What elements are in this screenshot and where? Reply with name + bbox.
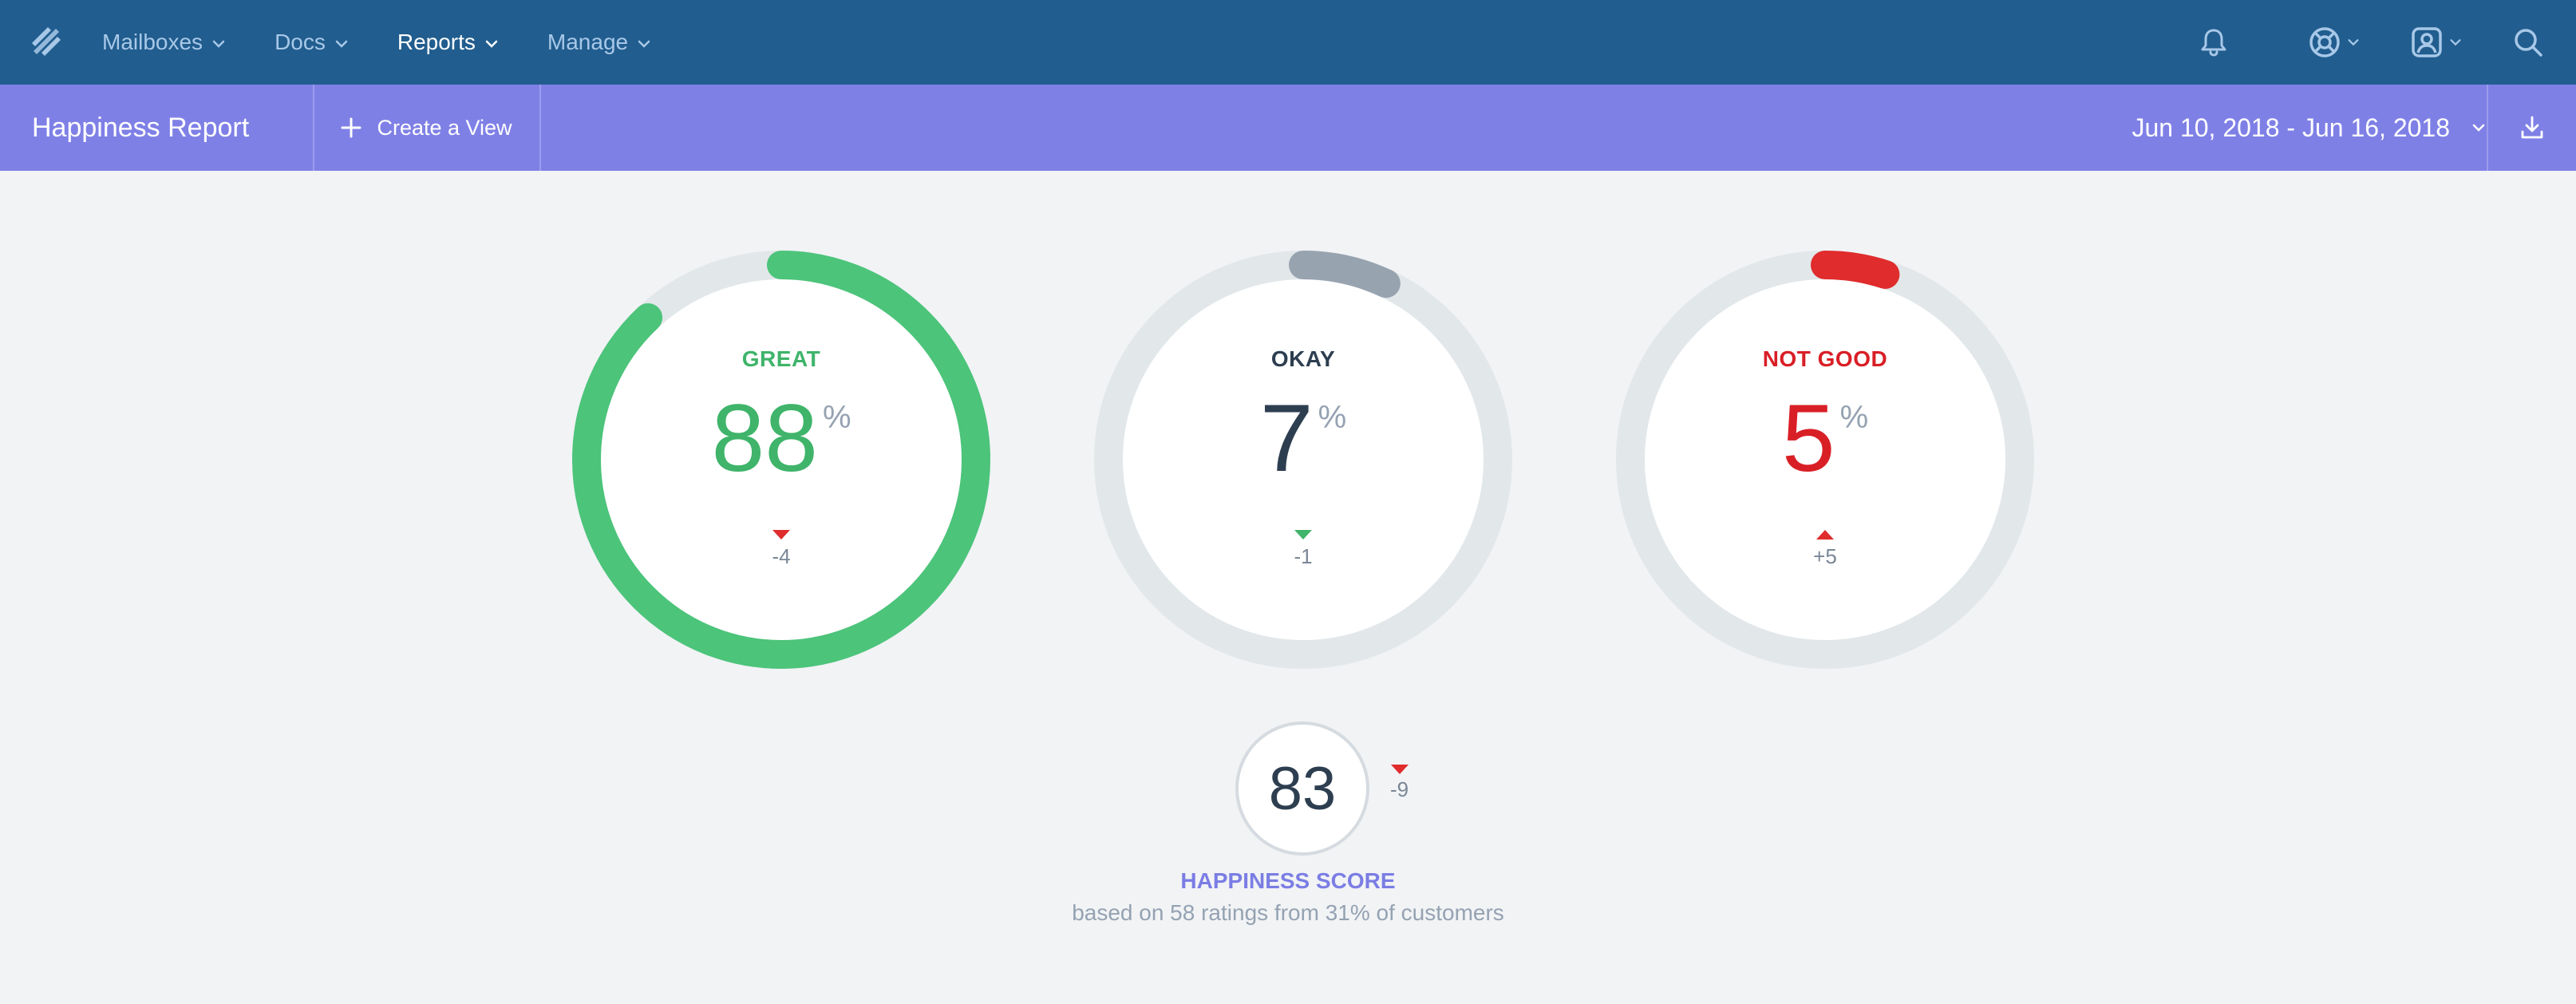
trend-down-triangle-icon xyxy=(1294,530,1312,540)
trend-up-triangle-icon xyxy=(1816,530,1834,540)
ring-progress xyxy=(1616,251,2034,669)
nav-right-actions xyxy=(2198,0,2544,85)
chevron-down-icon xyxy=(2472,124,2485,132)
rating-change: -1 xyxy=(1094,530,1512,569)
user-account-icon xyxy=(2412,27,2442,57)
happiness-score-subtitle: based on 58 ratings from 31% of customer… xyxy=(1072,900,1504,925)
chevron-down-icon xyxy=(2348,39,2359,46)
create-view-label: Create a View xyxy=(377,115,512,140)
help-lifebuoy-icon xyxy=(2309,27,2340,57)
happiness-score-badge: 83 xyxy=(1235,721,1369,856)
rating-change-value: +5 xyxy=(1813,544,1837,568)
rating-change: -4 xyxy=(572,530,990,569)
percent-sign: % xyxy=(1839,400,1869,435)
rating-change-value: -4 xyxy=(772,544,791,568)
help-menu-button[interactable] xyxy=(2308,26,2361,59)
happiness-score-value: 83 xyxy=(1268,754,1337,823)
nav-reports-label: Reports xyxy=(397,30,476,54)
chevron-down-icon xyxy=(2450,39,2461,46)
happiness-score-change: -9 xyxy=(1390,765,1409,802)
search-button[interactable] xyxy=(2512,26,2544,58)
happiness-score-label: HAPPINESS SCORE xyxy=(1180,868,1396,893)
nav-reports[interactable]: Reports xyxy=(397,30,500,55)
rating-card-not-good: NOT GOOD 5 % +5 xyxy=(1616,251,2034,669)
percent-sign: % xyxy=(1318,400,1347,435)
main-menu: Mailboxes Docs Reports Manage xyxy=(102,0,700,85)
rating-percent-value: 5 xyxy=(1781,385,1835,492)
helpscout-logo-icon[interactable] xyxy=(27,22,65,61)
chevron-down-icon xyxy=(485,40,498,48)
divider xyxy=(2487,85,2488,171)
chevron-down-icon xyxy=(335,40,348,48)
report-header-bar: Happiness Report Create a View Jun 10, 2… xyxy=(0,85,2576,171)
chevron-down-icon xyxy=(638,40,650,48)
chevron-down-icon xyxy=(212,40,225,48)
nav-mailboxes[interactable]: Mailboxes xyxy=(102,30,227,55)
rating-percent-value: 88 xyxy=(711,385,818,492)
rating-card-great: GREAT 88 % -4 xyxy=(572,251,990,669)
happiness-report-content: GREAT 88 % -4 OKAY 7 % -1 xyxy=(0,171,2576,1004)
divider xyxy=(539,85,541,171)
divider xyxy=(313,85,314,171)
rating-change-value: -1 xyxy=(1294,544,1313,568)
happiness-score-change-value: -9 xyxy=(1390,777,1409,801)
page-title: Happiness Report xyxy=(32,112,250,143)
nav-manage-label: Manage xyxy=(547,30,629,54)
nav-mailboxes-label: Mailboxes xyxy=(102,30,203,54)
trend-down-triangle-icon xyxy=(1390,765,1409,774)
notifications-button[interactable] xyxy=(2198,26,2230,58)
nav-docs-label: Docs xyxy=(275,30,326,54)
ring-progress xyxy=(1094,251,1512,669)
rating-ring xyxy=(572,251,990,669)
download-icon xyxy=(2521,116,2543,139)
top-navigation: Mailboxes Docs Reports Manage xyxy=(0,0,2576,85)
rating-label: NOT GOOD xyxy=(1762,346,1888,371)
plus-icon xyxy=(341,117,362,138)
create-view-button[interactable]: Create a View xyxy=(313,85,539,171)
account-menu-button[interactable] xyxy=(2410,26,2463,59)
nav-manage[interactable]: Manage xyxy=(547,30,652,55)
date-range-label: Jun 10, 2018 - Jun 16, 2018 xyxy=(2132,113,2450,142)
date-range-picker[interactable]: Jun 10, 2018 - Jun 16, 2018 xyxy=(2132,85,2487,171)
ring-progress xyxy=(572,251,990,669)
rating-label: OKAY xyxy=(1270,346,1336,371)
percent-sign: % xyxy=(822,400,851,435)
rating-percent-value: 7 xyxy=(1259,385,1314,492)
search-icon xyxy=(2515,29,2542,57)
download-button[interactable] xyxy=(2488,85,2576,171)
rating-ring xyxy=(1094,251,1512,669)
nav-docs[interactable]: Docs xyxy=(275,30,350,55)
trend-down-triangle-icon xyxy=(772,530,790,540)
rating-card-okay: OKAY 7 % -1 xyxy=(1094,251,1512,669)
rating-label: GREAT xyxy=(741,346,821,371)
rating-change: +5 xyxy=(1616,530,2034,569)
bell-icon xyxy=(2201,29,2226,57)
rating-ring xyxy=(1616,251,2034,669)
